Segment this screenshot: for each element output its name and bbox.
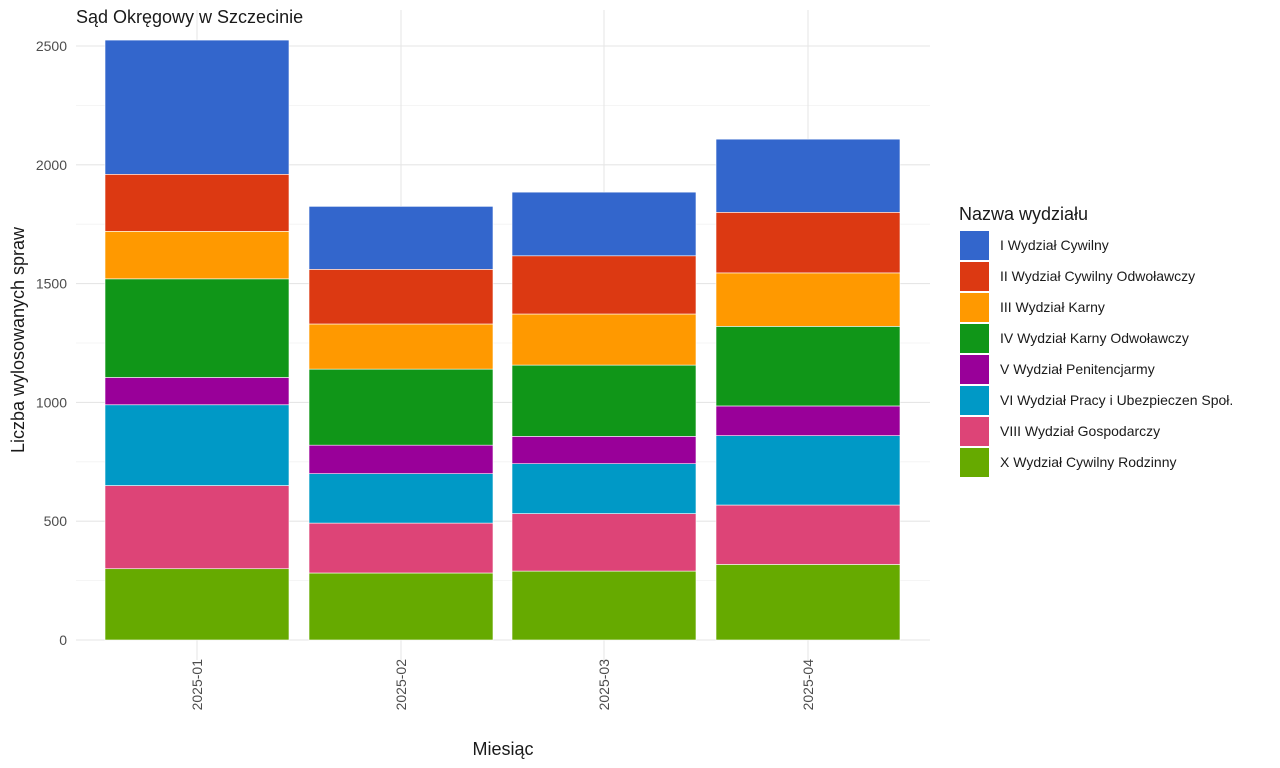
bar-segment — [104, 485, 290, 570]
bar-segment — [511, 191, 697, 257]
legend-label: III Wydział Karny — [1000, 299, 1105, 315]
bar-segment — [511, 436, 697, 465]
bars — [104, 39, 901, 641]
legend-swatch — [960, 417, 989, 446]
chart-title: Sąd Okręgowy w Szczecinie — [76, 7, 303, 27]
bar-segment — [308, 269, 494, 325]
bar-segment — [715, 138, 901, 213]
bar-segment — [511, 255, 697, 315]
legend-label: VI Wydział Pracy i Ubezpieczen Społ. — [1000, 392, 1233, 408]
bar-segment — [308, 323, 494, 370]
legend-label: VIII Wydział Gospodarczy — [1000, 423, 1160, 439]
bar-segment — [511, 463, 697, 514]
x-tick-label: 2025-01 — [189, 659, 205, 711]
y-tick-label: 2500 — [36, 38, 67, 54]
legend-swatch — [960, 293, 989, 322]
bar-segment — [308, 368, 494, 446]
y-tick-label: 0 — [59, 632, 67, 648]
bar-segment — [511, 313, 697, 366]
bar-segment — [715, 326, 901, 407]
y-axis-title: Liczba wylosowanych spraw — [8, 226, 28, 453]
bar-segment — [104, 39, 290, 175]
y-tick-label: 1500 — [36, 276, 67, 292]
bar-segment — [715, 504, 901, 565]
bar-segment — [308, 444, 494, 474]
y-tick-label: 2000 — [36, 157, 67, 173]
bar-segment — [104, 174, 290, 232]
legend-swatch — [960, 231, 989, 260]
legend-title: Nazwa wydziału — [959, 204, 1088, 224]
legend-swatch — [960, 448, 989, 477]
x-tick-label: 2025-04 — [800, 659, 816, 711]
y-axis-ticks: 0 500 1000 1500 2000 2500 — [36, 38, 67, 648]
bar-segment — [511, 513, 697, 572]
bar-segment — [715, 272, 901, 327]
bar-segment — [104, 404, 290, 486]
bar-segment — [104, 278, 290, 378]
bar-segment — [715, 564, 901, 641]
x-tick-label: 2025-03 — [596, 659, 612, 711]
y-tick-label: 1000 — [36, 394, 67, 410]
legend-label: V Wydział Penitencjarmy — [1000, 361, 1155, 377]
y-tick-label: 500 — [44, 513, 68, 529]
bar-segment — [308, 473, 494, 524]
legend-swatch — [960, 262, 989, 291]
x-axis-title: Miesiąc — [472, 739, 533, 759]
x-axis-ticks: 2025-01 2025-02 2025-03 2025-04 — [189, 659, 816, 711]
bar-segment — [715, 435, 901, 506]
legend-swatch — [960, 324, 989, 353]
legend: Nazwa wydziału I Wydział Cywilny II Wydzi… — [959, 204, 1233, 477]
legend-label: II Wydział Cywilny Odwoławczy — [1000, 268, 1195, 284]
bar-segment — [308, 522, 494, 574]
legend-swatch — [960, 355, 989, 384]
bar-segment — [104, 568, 290, 641]
x-tick-label: 2025-02 — [393, 659, 409, 711]
legend-label: I Wydział Cywilny — [1000, 237, 1109, 253]
bar-segment — [308, 572, 494, 641]
legend-label: IV Wydział Karny Odwoławczy — [1000, 330, 1189, 346]
bar-segment — [104, 231, 290, 280]
bar-segment — [511, 570, 697, 641]
bar-segment — [511, 364, 697, 437]
legend-label: X Wydział Cywilny Rodzinny — [1000, 454, 1176, 470]
bar-segment — [104, 377, 290, 406]
bar-segment — [308, 206, 494, 270]
bar-segment — [715, 212, 901, 274]
bar-segment — [715, 405, 901, 436]
legend-swatch — [960, 386, 989, 415]
